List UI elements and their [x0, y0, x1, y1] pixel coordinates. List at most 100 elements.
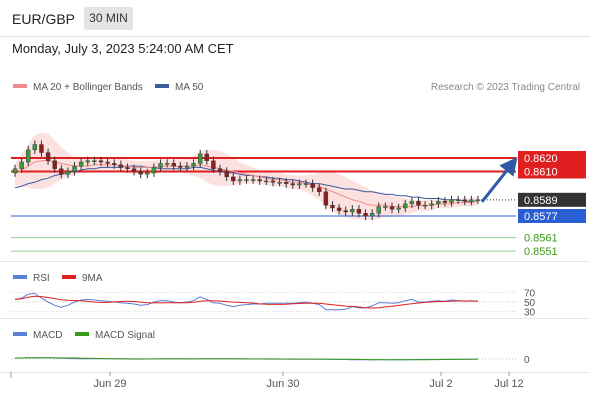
- candle-body: [65, 171, 71, 175]
- pivot-label-bg: [518, 209, 586, 223]
- candle-body: [350, 209, 355, 213]
- candle-body: [283, 182, 289, 184]
- rsi-tick-label: 50: [524, 298, 536, 309]
- candle-body: [12, 168, 18, 174]
- candle-body: [204, 153, 210, 161]
- candle-body: [336, 207, 342, 211]
- candle-body: [303, 183, 309, 185]
- candle-body: [39, 144, 44, 153]
- candle-body: [131, 168, 137, 172]
- candle-body: [45, 152, 51, 161]
- panel-divider: [0, 372, 590, 373]
- rsi-legend-swatch: [13, 275, 27, 279]
- candle-body: [389, 206, 395, 210]
- candle-body: [191, 163, 196, 167]
- x-axis-tick-label: Jul 12: [494, 378, 523, 390]
- level-label: 0.8610: [524, 166, 558, 178]
- candle-body: [436, 200, 441, 205]
- candle-body: [151, 167, 157, 174]
- candle-body: [416, 200, 421, 206]
- candle-body: [383, 206, 388, 208]
- candle-body: [244, 179, 249, 181]
- candle-body: [475, 199, 481, 202]
- timeframe-button[interactable]: 30 MIN: [84, 7, 133, 30]
- candle-body: [85, 160, 90, 163]
- candle-body: [105, 161, 110, 164]
- rsi-line: [14, 292, 479, 311]
- macd-signal-line: [14, 357, 479, 361]
- candle-body: [469, 199, 474, 202]
- ma20-legend-label: MA 20 + Bollinger Bands: [33, 82, 143, 93]
- rsi-tick-label: 30: [524, 307, 536, 318]
- candle-body: [455, 199, 461, 202]
- last-price-label-bg: [518, 192, 586, 207]
- candle-body: [224, 171, 229, 178]
- instrument-name: EUR/GBP: [12, 11, 76, 27]
- candle-body: [211, 160, 216, 169]
- macd-tick-label: 0: [524, 355, 530, 366]
- candle-body: [164, 163, 170, 165]
- candle-body: [297, 183, 302, 186]
- candle-body: [138, 171, 143, 175]
- candle-body: [396, 207, 401, 210]
- candle-body: [72, 165, 77, 172]
- candle-body: [158, 163, 163, 168]
- resistance-label-bg: [518, 164, 586, 179]
- candle-body: [409, 200, 415, 205]
- candle-body: [112, 163, 117, 165]
- rsi-tick-label: 70: [524, 289, 536, 300]
- candle-body: [231, 176, 236, 182]
- candle-body: [197, 153, 203, 164]
- level-label: 0.8620: [524, 153, 558, 165]
- candle-body: [250, 179, 256, 181]
- candle-body: [145, 172, 150, 175]
- forecast-arrow: [480, 156, 518, 203]
- candle-body: [343, 210, 348, 213]
- candle-body: [369, 213, 375, 217]
- candle-body: [330, 205, 335, 209]
- candle-body: [376, 206, 381, 214]
- panel-divider: [0, 318, 590, 319]
- candle-body: [59, 168, 64, 175]
- candle-body: [310, 183, 315, 188]
- resistance-label-bg: [518, 151, 586, 165]
- ma20-line: [14, 160, 479, 208]
- candle-body: [442, 200, 448, 203]
- rsi-legend-label: RSI: [33, 273, 50, 284]
- candle-body: [171, 163, 176, 167]
- candle-body: [98, 160, 104, 163]
- ma20-legend-swatch: [13, 84, 27, 88]
- candle-body: [52, 160, 57, 169]
- candle-body: [317, 187, 322, 192]
- candle-body: [92, 160, 97, 162]
- candle-body: [264, 180, 269, 183]
- candle-body: [32, 144, 38, 151]
- rsi9ma-legend-label: 9MA: [82, 273, 103, 284]
- macd-signal-legend-label: MACD Signal: [95, 330, 155, 341]
- candle-body: [178, 165, 183, 168]
- candle-body: [237, 179, 243, 182]
- credit-text: Research © 2023 Trading Central: [431, 82, 580, 93]
- rsi9ma-legend-swatch: [62, 275, 76, 279]
- candle-body: [270, 180, 276, 183]
- candle-body: [26, 149, 31, 163]
- candle-body: [78, 161, 84, 167]
- x-axis-tick-label: Jun 30: [266, 378, 299, 390]
- rsi-ma-line: [14, 295, 478, 309]
- candle-body: [363, 213, 368, 217]
- candle-body: [184, 165, 190, 168]
- panel-divider: [0, 261, 590, 262]
- candle-body: [403, 203, 408, 209]
- candle-body: [356, 209, 362, 214]
- ma50-line: [14, 165, 478, 202]
- candle-body: [19, 161, 24, 169]
- candle-body: [323, 191, 329, 206]
- macd-signal-legend-swatch: [75, 332, 89, 336]
- level-label: 0.8589: [524, 195, 558, 207]
- candle-body: [429, 203, 434, 206]
- x-axis-tick-label: Jul 2: [429, 378, 452, 390]
- timestamp: Monday, July 3, 2023 5:24:00 AM CET: [12, 41, 234, 56]
- candle-body: [118, 164, 124, 168]
- candle-body: [277, 182, 282, 184]
